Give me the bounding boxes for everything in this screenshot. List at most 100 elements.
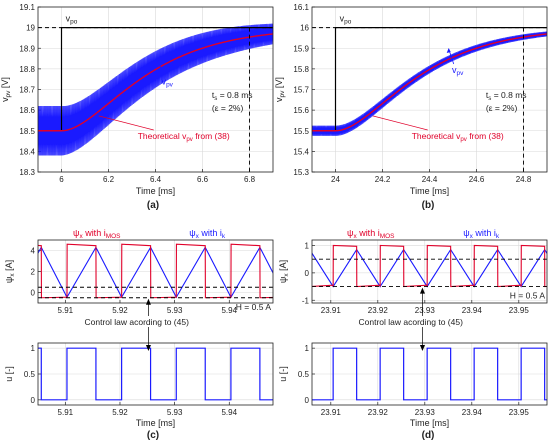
x-tick-label: 23.92 xyxy=(368,306,389,315)
psi-k-legend: ψx​ with ik​ xyxy=(189,228,226,240)
vpo-label: vpo​ xyxy=(66,14,78,26)
top-y-axis-label: ψx​ [A] xyxy=(4,260,16,283)
panel-label: (a) xyxy=(147,200,159,211)
theory-label: Theoretical vpv​ from (38) xyxy=(138,131,230,143)
panel-d: -1 0 1 ψx​ with iMOS​ ψx​ with ik​ H = 0.5 A ψ… xyxy=(278,228,548,441)
x-tick-label: 23.91 xyxy=(321,408,342,417)
vpv-arrowhead xyxy=(156,59,161,65)
y-tick-label: 1 xyxy=(305,344,310,353)
x-tick-label: 5.94 xyxy=(221,306,237,315)
vpv-series-line xyxy=(312,31,547,136)
y-axis-label: vpv​ [V] xyxy=(0,77,12,102)
axes-border xyxy=(37,342,274,406)
u-series-line xyxy=(38,347,273,401)
control-law-label: Control law acording to (45) xyxy=(84,317,189,327)
y-tick-label: 15.3 xyxy=(293,168,309,177)
y-tick-label: 2 xyxy=(31,268,36,277)
plot-area xyxy=(312,27,547,172)
y-tick-label: 19.1 xyxy=(19,3,35,12)
x-tick-label: 24.4 xyxy=(422,175,438,184)
x-tick-label: 24.2 xyxy=(375,175,391,184)
x-tick-label: 6.8 xyxy=(244,175,256,184)
y-tick-label: 15.8 xyxy=(293,65,309,74)
hysteresis-label: H = 0.5 A xyxy=(510,291,546,301)
y-tick-label: 18.5 xyxy=(19,127,35,136)
axes-border xyxy=(311,239,548,304)
x-tick-label: 6.6 xyxy=(197,175,209,184)
x-axis-label: Time [ms] xyxy=(410,418,449,428)
y-tick-label: 0.5 xyxy=(298,370,310,379)
x-tick-label: 5.91 xyxy=(58,306,74,315)
plot-area-top xyxy=(38,243,273,299)
psi-mos-legend: ψx​ with iMOS​ xyxy=(73,228,121,240)
x-axis-label: Time [ms] xyxy=(410,186,449,196)
x-axis-label: Time [ms] xyxy=(136,186,175,196)
epsilon-label: (ε = 2%) xyxy=(486,103,518,113)
theoretical-vpv-line xyxy=(312,33,547,132)
psi-mos-series-line xyxy=(312,244,547,288)
psi-k-series-line xyxy=(312,248,547,288)
y-tick-label: 18.3 xyxy=(19,168,35,177)
axes-border xyxy=(37,6,274,173)
x-tick-label: 23.95 xyxy=(509,306,530,315)
control-arrowhead-up xyxy=(145,298,151,305)
y-tick-label: 4 xyxy=(31,247,36,256)
y-tick-label: 1 xyxy=(31,344,36,353)
y-tick-label: 15.7 xyxy=(293,86,309,95)
panel-c: 0 2 4 ψx​ with iMOS​ ψx​ with ik​ H = 0.5 A ψx… xyxy=(4,228,274,441)
axes-border xyxy=(311,6,548,173)
x-tick-label: 5.93 xyxy=(167,306,183,315)
x-tick-label: 23.93 xyxy=(415,408,436,417)
y-tick-label: 15.5 xyxy=(293,127,309,136)
x-tick-label: 23.91 xyxy=(321,306,342,315)
vpv-label: vpv​ xyxy=(162,77,174,89)
x-tick-label: 6 xyxy=(59,175,64,184)
panel-b: 24 24.2 24.4 24.6 24.8 15.3 15.4 15.5 15.6 15.7 15… xyxy=(274,3,548,211)
top-y-axis-label: ψx​ [A] xyxy=(278,260,290,283)
y-tick-label: 18.4 xyxy=(19,147,35,156)
x-tick-label: 5.94 xyxy=(221,408,237,417)
x-tick-label: 23.94 xyxy=(462,306,483,315)
x-tick-label: 24.8 xyxy=(516,175,532,184)
x-tick-label: 24 xyxy=(331,175,340,184)
x-tick-label: 5.91 xyxy=(58,408,74,417)
x-axis-label: Time [ms] xyxy=(136,418,175,428)
vpv-label: vpv​ xyxy=(452,65,464,77)
control-arrowhead-up xyxy=(419,287,425,294)
axes-border xyxy=(37,239,274,304)
y-tick-label: 18.8 xyxy=(19,65,35,74)
theory-label: Theoretical vpv​ from (38) xyxy=(412,131,504,143)
y-tick-label: 15.6 xyxy=(293,106,309,115)
y-tick-label: 0 xyxy=(31,396,36,405)
psi-k-legend: ψx​ with ik​ xyxy=(463,228,500,240)
y-tick-label: 19 xyxy=(26,24,35,33)
y-tick-label: 16.1 xyxy=(293,3,309,12)
control-arrowhead-down xyxy=(419,345,425,351)
vpo-label: vpo​ xyxy=(340,14,352,26)
control-arrowhead-down xyxy=(145,345,151,351)
bottom-y-axis-label: u [-] xyxy=(278,366,288,382)
psi-mos-series-line xyxy=(38,243,273,299)
y-tick-label: 18.6 xyxy=(19,106,35,115)
y-axis-label: vpv​ [V] xyxy=(274,77,286,102)
y-tick-label: 0 xyxy=(305,269,310,278)
epsilon-label: (ε = 2%) xyxy=(212,103,244,113)
x-tick-label: 5.93 xyxy=(167,408,183,417)
y-tick-label: 0 xyxy=(31,289,36,298)
x-tick-label: 23.93 xyxy=(415,306,436,315)
plot-area-bottom xyxy=(38,347,273,401)
y-tick-label: 18.7 xyxy=(19,86,35,95)
x-tick-label: 5.92 xyxy=(112,306,128,315)
vpv-arrowhead xyxy=(446,48,451,53)
y-tick-label: 0.5 xyxy=(24,370,36,379)
psi-mos-legend: ψx​ with iMOS​ xyxy=(347,228,395,240)
y-tick-label: 1 xyxy=(305,241,310,250)
panel-a: 6 6.2 6.4 6.6 6.8 18.3 18.4 18.5 18.6 18.7 18.8 18.… xyxy=(0,3,274,211)
axes-border xyxy=(311,342,548,406)
y-tick-label: 18.9 xyxy=(19,44,35,53)
plot-area xyxy=(38,23,273,172)
panel-label: (c) xyxy=(147,430,159,441)
x-tick-label: 23.95 xyxy=(509,408,530,417)
panel-label: (b) xyxy=(422,200,435,211)
